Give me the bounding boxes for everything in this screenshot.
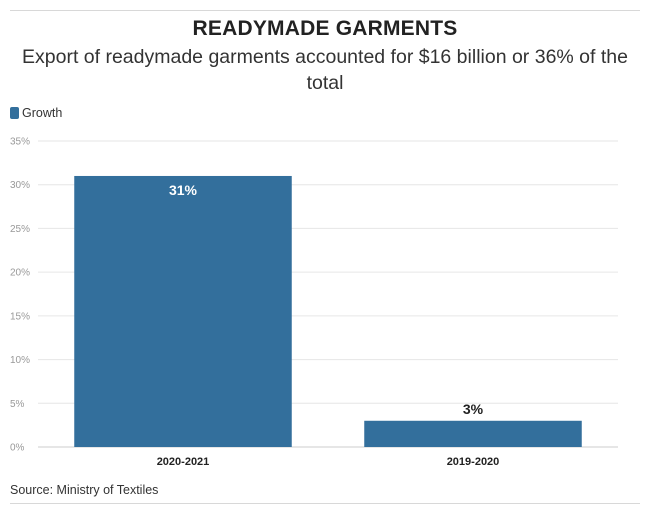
y-tick-label: 20%: [10, 268, 30, 279]
x-category-label: 2020-2021: [157, 456, 210, 468]
data-label-2019-2020: 3%: [463, 401, 484, 417]
bars: [74, 175, 582, 447]
bar-2020-2021: [74, 175, 292, 447]
y-tick-label: 30%: [10, 180, 30, 191]
x-category-label: 2019-2020: [447, 456, 500, 468]
y-tick-label: 25%: [10, 224, 30, 235]
y-tick-label: 5%: [10, 399, 25, 410]
source-note: Source: Ministry of Textiles: [10, 483, 159, 497]
y-tick-label: 0%: [10, 443, 25, 454]
bar-chart: 0%5%10%15%20%25%30%35% 31%3% 2020-2021 20…: [10, 137, 618, 468]
chart-subtitle: Export of readymade garments accounted f…: [22, 46, 628, 94]
legend-label-growth: Growth: [22, 106, 63, 120]
top-divider: [10, 10, 640, 11]
chart-legend: Growth: [10, 106, 62, 120]
bottom-divider: [10, 503, 640, 504]
data-labels: 31% 3%: [169, 182, 484, 417]
bar-2019-2020: [364, 420, 582, 447]
y-tick-label: 15%: [10, 311, 30, 322]
y-tick-label: 10%: [10, 355, 30, 366]
chart-title: READYMADE GARMENTS: [192, 17, 458, 40]
x-axis-categories: 2020-2021 2019-2020: [157, 456, 500, 468]
legend-swatch-growth: [10, 107, 19, 119]
y-tick-label: 35%: [10, 137, 30, 148]
y-axis-ticks: 0% 5% 10% 15% 20% 25% 30% 35%: [10, 137, 30, 454]
data-label-2020-2021: 31%: [169, 182, 198, 198]
